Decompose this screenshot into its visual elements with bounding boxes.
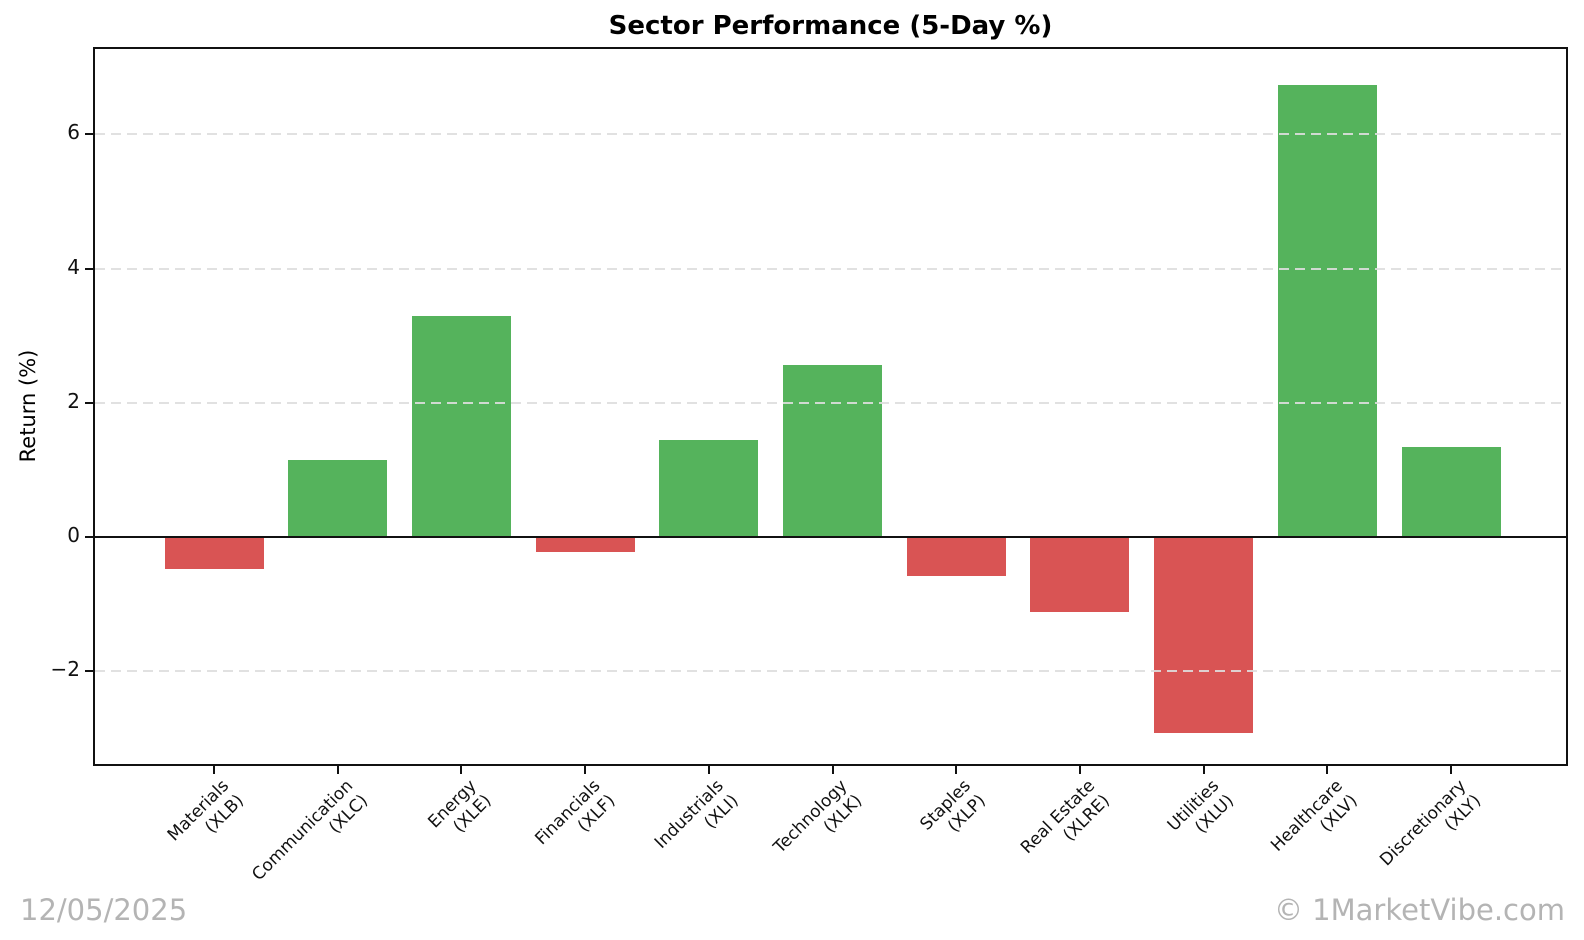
zero-line (95, 536, 1566, 539)
x-tick-xlp (955, 766, 958, 774)
bar-healthcare (1277, 85, 1377, 538)
x-tick-xli (707, 766, 710, 774)
gridline-4 (95, 267, 1566, 270)
chart-title: Sector Performance (5-Day %) (608, 11, 1053, 41)
x-tick-label-xlk: Technology (XLK) (770, 776, 867, 858)
y-tick-label-0: 0 (67, 523, 80, 548)
y-tick--2 (85, 670, 93, 673)
y-tick-2 (85, 401, 93, 404)
bar-staples (906, 537, 1006, 577)
x-tick-label-xlf: Financials (XLF) (531, 776, 620, 850)
copyright-watermark: © 1MarketVibe.com (1273, 893, 1565, 927)
gridline-6 (95, 133, 1566, 136)
bar-technology (783, 365, 882, 538)
x-tick-xlu (1202, 766, 1205, 774)
x-tick-xle (460, 766, 463, 774)
x-tick-label-xlb: Materials (XLB) (163, 776, 248, 846)
y-tick-label-2: 2 (67, 388, 80, 413)
y-tick-4 (85, 267, 93, 270)
x-tick-label-xlre: Real Estate (XLRE) (1017, 776, 1114, 858)
bar-utilities (1154, 537, 1254, 734)
y-tick-0 (85, 536, 93, 539)
x-tick-label-xly: Discretionary (XLY) (1376, 776, 1485, 871)
y-tick-label-4: 4 (67, 254, 80, 279)
bar-financials (535, 537, 635, 552)
x-tick-xlk (831, 766, 834, 774)
gridline--2 (95, 670, 1566, 673)
y-tick-label--2: −2 (50, 657, 80, 682)
x-tick-xlf (584, 766, 587, 774)
y-tick-label-6: 6 (67, 120, 80, 145)
x-tick-label-xlc: Communication (XLC) (247, 776, 372, 885)
x-tick-xly (1450, 766, 1452, 774)
bar-discretionary (1401, 447, 1501, 538)
date-watermark: 12/05/2025 (20, 893, 188, 927)
x-tick-label-xle: Energy (XLE) (424, 776, 496, 837)
x-tick-xlv (1326, 766, 1329, 774)
x-tick-xlc (336, 766, 339, 774)
gridline-2 (95, 401, 1566, 404)
x-tick-label-xlp: Staples (XLP) (916, 776, 991, 837)
x-tick-xlb (213, 766, 215, 774)
bar-real-estate (1030, 537, 1130, 613)
bar-energy (411, 316, 511, 538)
x-tick-xlre (1078, 766, 1081, 774)
y-tick-6 (85, 133, 93, 136)
x-tick-label-xlu: Utilities (XLU) (1163, 776, 1238, 838)
x-tick-label-xli: Industrials (XLI) (651, 776, 743, 853)
x-tick-label-xlv: Healthcare (XLV) (1266, 776, 1362, 856)
bar-industrials (659, 440, 759, 538)
bar-materials (164, 537, 264, 569)
bar-communication (288, 459, 388, 538)
